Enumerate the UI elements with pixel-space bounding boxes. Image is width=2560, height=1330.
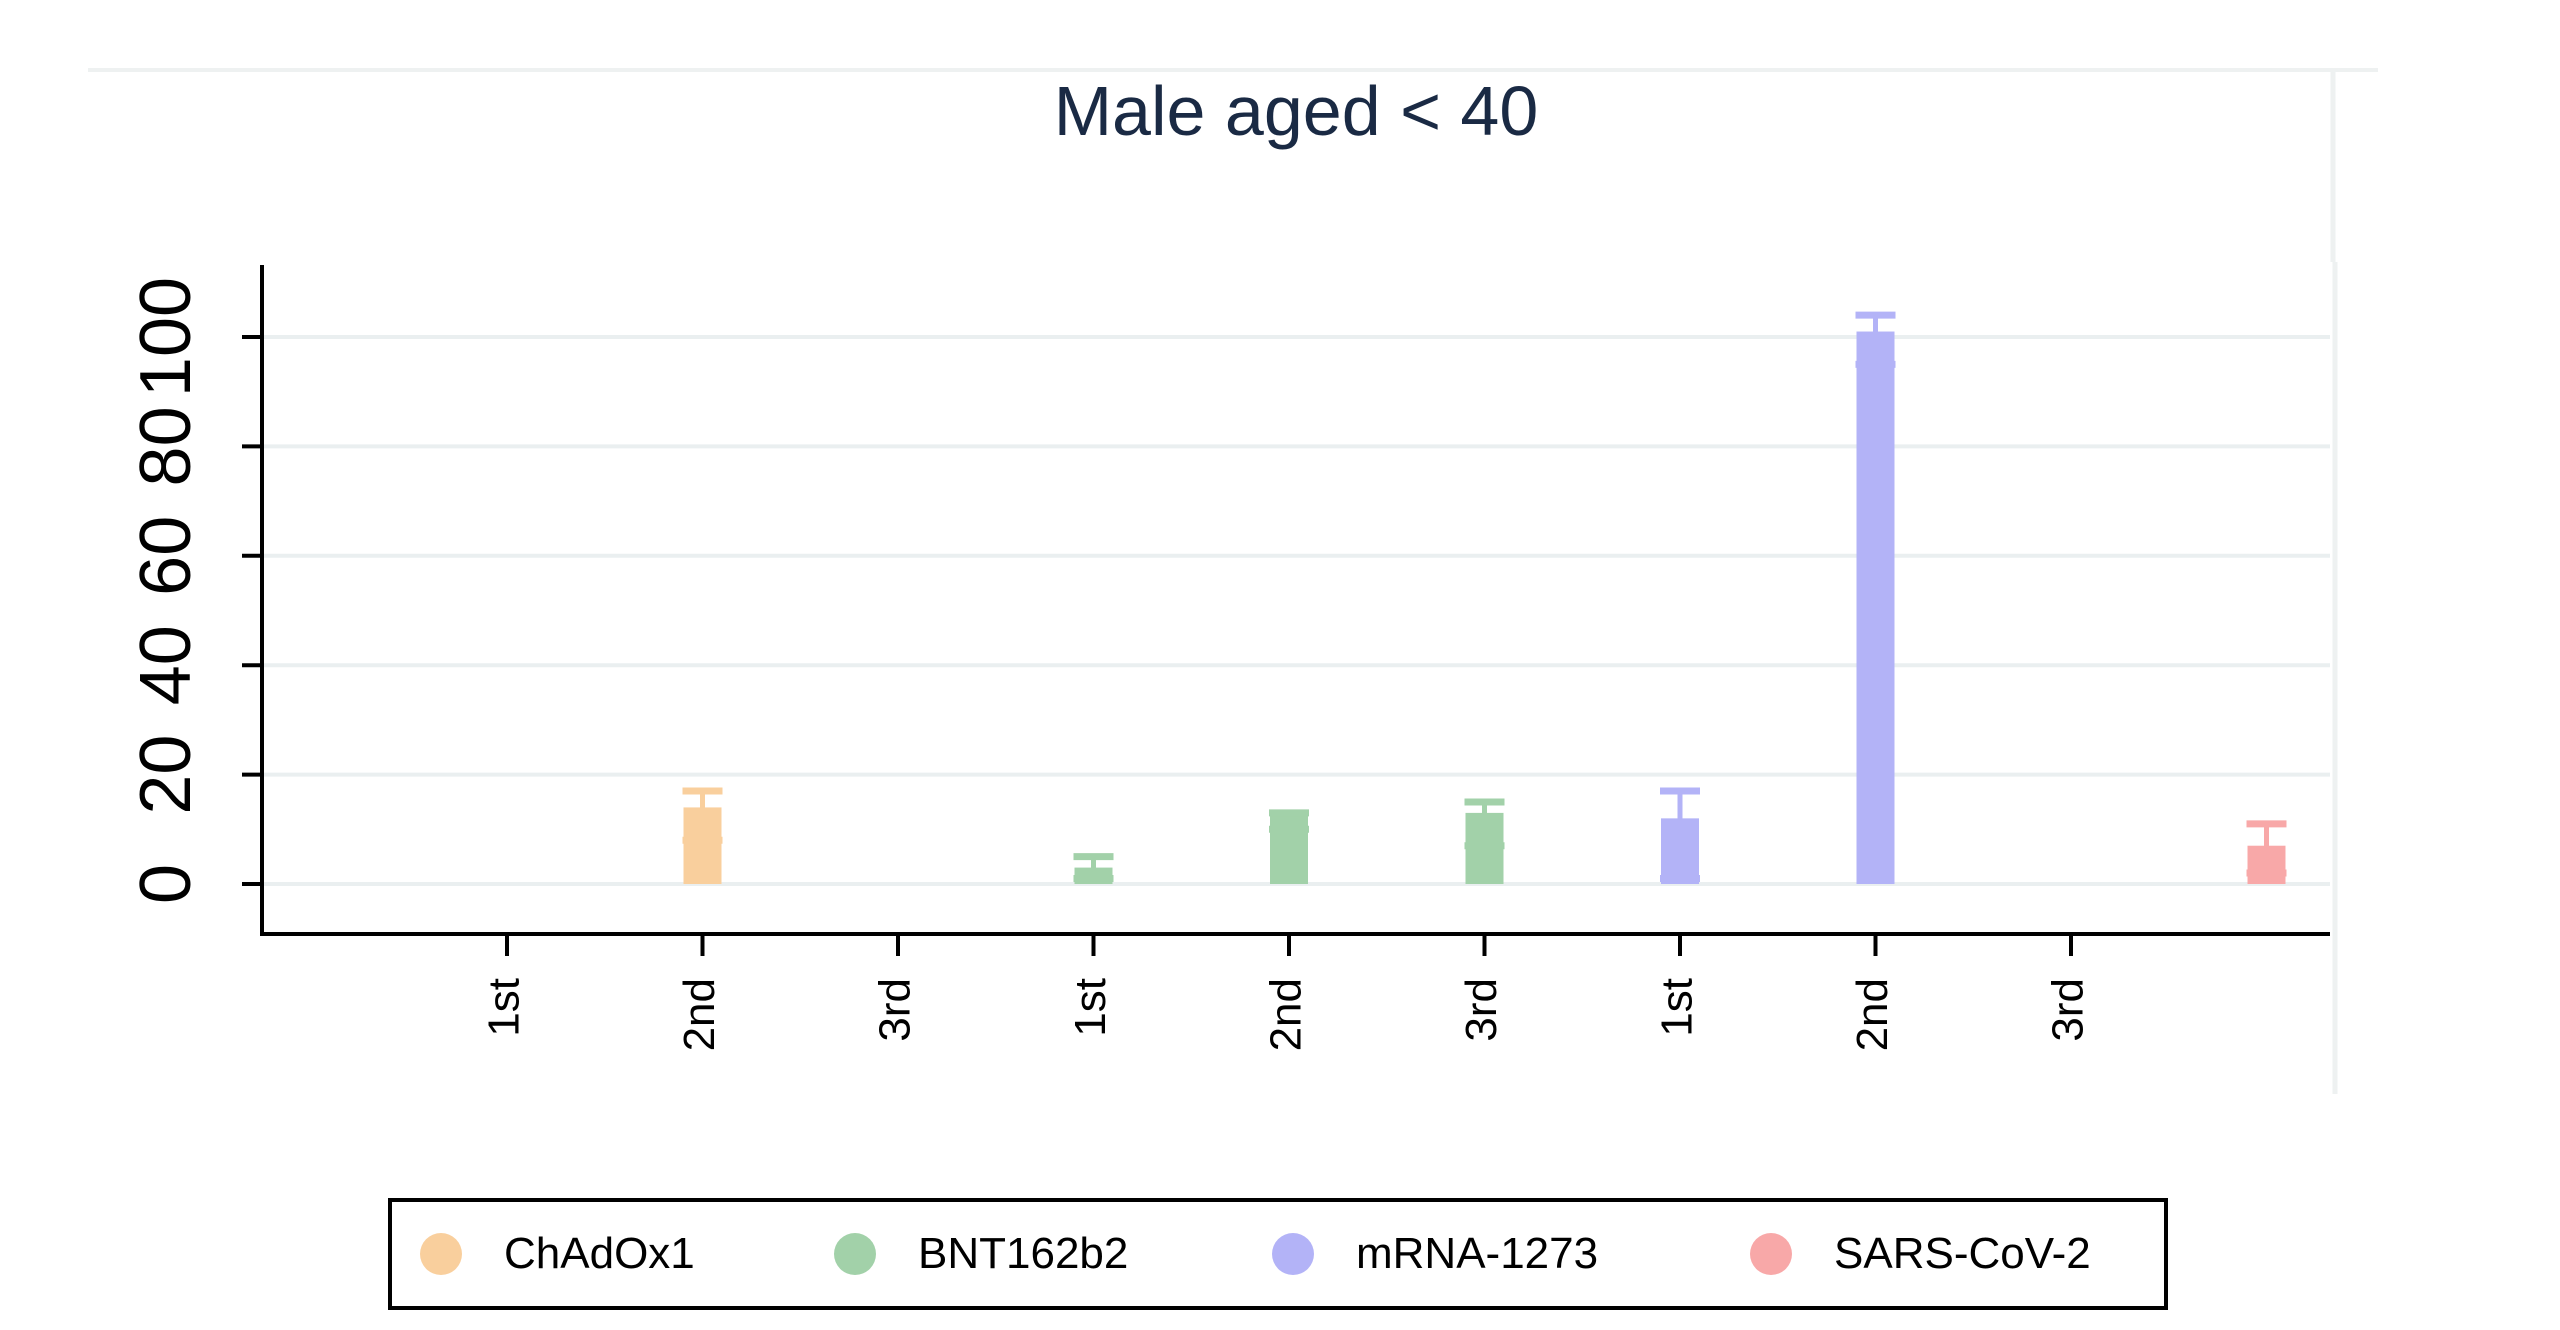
x-tick-label-6: 3rd	[1457, 978, 1506, 1042]
x-tick-label-3: 3rd	[871, 978, 920, 1042]
legend-marker-mrna-1273	[1272, 1233, 1314, 1275]
bar-group-chadox1-2	[682, 787, 723, 884]
legend-marker-bnt162b2	[834, 1233, 876, 1275]
legend-label-mrna-1273: mRNA-1273	[1356, 1229, 1599, 1278]
bar-group-bnt162b2-4	[1073, 853, 1114, 884]
y-tick-label-80: 80	[126, 406, 206, 486]
bar-group-bnt162b2-5	[1269, 809, 1309, 884]
bar-group-mrna-1273-7	[1660, 787, 1700, 884]
bar-layer	[682, 311, 2287, 884]
x-tick-label-1: 1st	[480, 978, 529, 1037]
legend: ChAdOx1 BNT162b2 mRNA-1273 SARS-CoV-2	[388, 1198, 2168, 1310]
y-tick-label-0: 0	[126, 864, 206, 904]
legend-label-chadox1: ChAdOx1	[504, 1229, 695, 1278]
x-tick-label-4: 1st	[1066, 978, 1115, 1037]
chart-title: Male aged < 40	[1054, 72, 1539, 150]
x-tick-label-5: 2nd	[1262, 978, 1311, 1051]
legend-item-bnt162b2: BNT162b2	[834, 1202, 1128, 1306]
y-tick-label-40: 40	[126, 625, 206, 705]
frame-layer	[88, 68, 2378, 1094]
x-tick-label-2: 2nd	[675, 978, 724, 1051]
bar-mrna-1273-8	[1856, 331, 1895, 884]
legend-item-mrna-1273: mRNA-1273	[1272, 1202, 1598, 1306]
y-tick-label-100: 100	[126, 277, 206, 397]
x-tick-label-8: 2nd	[1848, 978, 1897, 1051]
grid-layer	[262, 335, 2330, 886]
legend-label-bnt162b2: BNT162b2	[918, 1229, 1129, 1278]
legend-item-chadox1: ChAdOx1	[420, 1202, 695, 1306]
y-tick-label-60: 60	[126, 516, 206, 596]
x-tick-label-7: 1st	[1653, 978, 1702, 1037]
bar-group-bnt162b2-6	[1464, 798, 1505, 884]
bar-group-sars-cov-2-10	[2246, 820, 2287, 884]
bar-group-mrna-1273-8	[1855, 311, 1896, 884]
axis-layer: 0 20 40 60 80 100 1st 2nd 3rd 1st 2nd 3rd 1st 2nd 3rd	[126, 265, 2330, 1051]
x-tick-label-9: 3rd	[2044, 978, 2093, 1042]
legend-marker-sars-cov-2	[1750, 1233, 1792, 1275]
legend-item-sars-cov-2: SARS-CoV-2	[1750, 1202, 2091, 1306]
y-tick-label-20: 20	[126, 735, 206, 815]
legend-marker-chadox1	[420, 1233, 462, 1275]
legend-label-sars-cov-2: SARS-CoV-2	[1834, 1229, 2091, 1278]
